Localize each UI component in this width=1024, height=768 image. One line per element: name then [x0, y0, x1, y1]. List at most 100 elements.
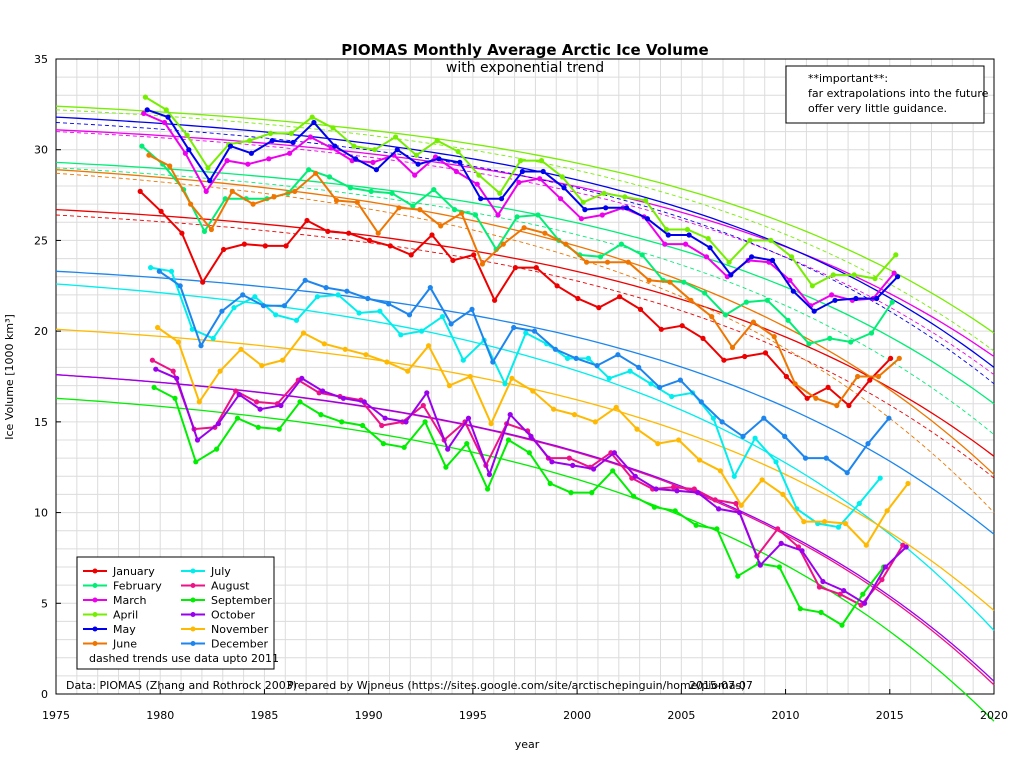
note-line-2: far extrapolations into the future [808, 87, 989, 100]
data-point-march [516, 179, 522, 185]
data-point-march [307, 134, 313, 140]
data-point-june [896, 355, 902, 361]
data-point-august [775, 526, 781, 532]
data-point-june [438, 223, 444, 229]
data-point-november [280, 357, 286, 363]
data-point-march [578, 216, 585, 222]
data-point-july [439, 314, 446, 320]
data-point-november [363, 352, 369, 358]
legend-marker-november [190, 626, 196, 632]
series-april [142, 94, 899, 289]
data-point-september [839, 622, 845, 628]
series-november [155, 324, 911, 548]
data-point-january [804, 395, 810, 401]
data-point-march [412, 172, 418, 178]
legend-marker-april [92, 612, 98, 617]
y-axis-label: Ice Volume [1000 km³] [3, 314, 16, 440]
legend-marker-july [190, 568, 196, 574]
data-point-december [698, 399, 704, 405]
data-point-april [622, 194, 628, 200]
data-point-november [530, 388, 536, 394]
data-point-september [360, 422, 366, 429]
data-point-october [215, 421, 221, 427]
data-point-october [424, 390, 430, 396]
data-point-april [455, 148, 461, 155]
series-may [144, 107, 901, 314]
data-point-july [252, 294, 258, 300]
data-point-february [514, 214, 520, 220]
data-point-january [450, 257, 456, 263]
data-point-july [710, 415, 717, 421]
series-march [141, 110, 897, 309]
data-point-june [604, 259, 611, 265]
data-point-march [453, 168, 459, 175]
data-point-november [801, 519, 807, 525]
data-point-march [537, 176, 543, 182]
data-point-december [573, 355, 579, 361]
data-point-june [208, 226, 214, 233]
data-point-december [198, 343, 204, 349]
trend-april [55, 105, 995, 334]
data-point-july [189, 326, 195, 332]
data-point-may [207, 178, 213, 184]
data-point-march [662, 241, 668, 247]
data-point-december [802, 455, 809, 461]
trend-dashed-april [55, 109, 995, 352]
data-point-october [632, 473, 638, 479]
data-point-january [492, 297, 498, 303]
data-point-march [787, 277, 793, 283]
data-point-september [610, 468, 616, 474]
data-point-september [234, 415, 241, 421]
data-point-november [592, 419, 598, 425]
data-point-may [686, 232, 692, 238]
data-point-april [205, 165, 211, 171]
data-point-november [217, 368, 223, 374]
data-point-june [667, 279, 673, 285]
data-point-april [538, 158, 545, 164]
data-point-august [733, 500, 739, 507]
data-point-april [705, 236, 711, 242]
data-point-december [386, 301, 392, 307]
data-point-october [403, 419, 409, 425]
data-point-november [509, 375, 515, 381]
data-point-july [752, 435, 758, 441]
data-point-april [497, 190, 503, 196]
data-point-march [224, 158, 230, 164]
data-point-june [729, 344, 736, 351]
data-point-january [846, 402, 852, 409]
data-point-july [523, 330, 529, 336]
data-point-april [184, 132, 190, 138]
data-point-february [868, 330, 875, 336]
plot-frame [55, 58, 995, 695]
data-point-june [500, 241, 506, 247]
data-point-january [346, 230, 352, 236]
data-point-may [811, 308, 817, 314]
data-point-october [695, 490, 701, 496]
data-point-september [401, 444, 407, 450]
data-point-march [266, 156, 272, 162]
data-point-january [700, 335, 706, 341]
data-point-march [141, 110, 147, 116]
data-point-february [785, 317, 791, 323]
data-point-april [830, 272, 836, 278]
data-point-april [726, 259, 732, 265]
data-point-june [688, 297, 694, 303]
legend-label-february: February [113, 580, 162, 593]
data-point-may [415, 161, 421, 167]
data-point-december [823, 455, 829, 461]
data-point-march [558, 196, 564, 202]
data-point-january [387, 243, 393, 249]
legend-label-may: May [113, 623, 136, 636]
data-point-november [300, 330, 307, 336]
x-tick-label: 1980 [146, 709, 174, 722]
footer-source: Data: PIOMAS (Zhang and Rothrock 2003) [66, 679, 297, 692]
data-point-december [469, 306, 475, 312]
x-tick-label: 1995 [459, 709, 487, 722]
data-point-december [323, 285, 329, 291]
data-point-january [471, 252, 477, 258]
legend-box [76, 556, 275, 670]
data-point-december [511, 324, 517, 331]
data-point-september [172, 395, 178, 401]
trend-may [55, 116, 995, 368]
